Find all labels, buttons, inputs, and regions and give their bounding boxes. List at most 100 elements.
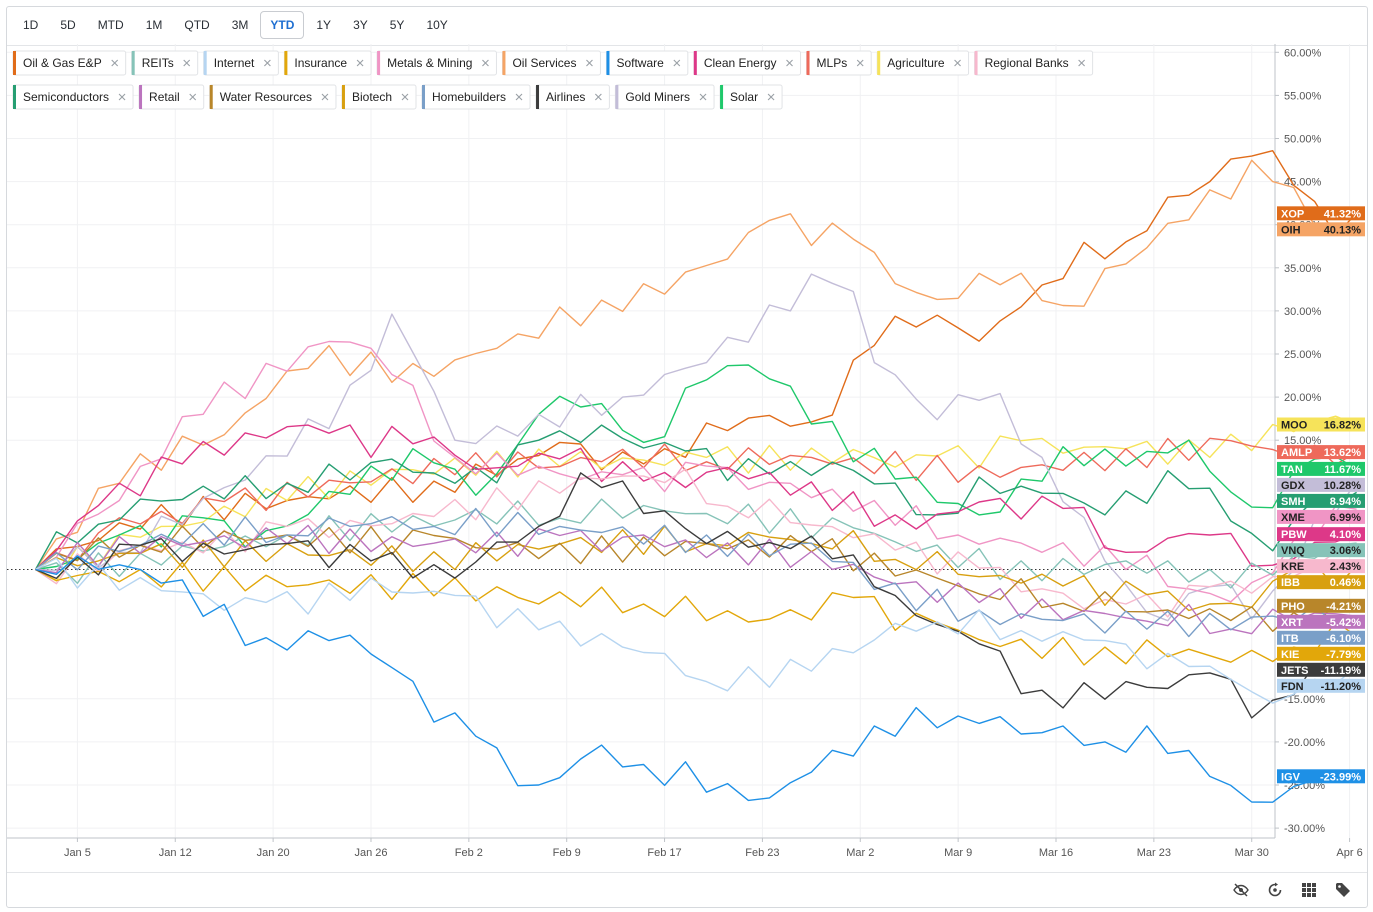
remove-icon-stroke — [786, 59, 793, 67]
series-line-moo[interactable] — [35, 415, 1357, 582]
end-label-moo: MOO 16.82% — [1277, 417, 1365, 432]
legend-chip-retail[interactable]: Retail — [138, 84, 205, 110]
end-label-pbw: PBW 4.10% — [1277, 527, 1365, 542]
legend-chip-insurance[interactable]: Insurance — [283, 50, 372, 76]
legend-chip-clean-energy[interactable]: Clean Energy — [693, 50, 802, 76]
toolbar-divider — [7, 45, 1367, 46]
legend-label: Oil Services — [512, 56, 576, 70]
series-line-gdx[interactable] — [35, 273, 1358, 622]
series-line-amlp[interactable] — [35, 437, 1357, 571]
end-label-amlp: AMLP 13.62% — [1277, 445, 1365, 460]
range-button-1m[interactable]: 1M — [145, 18, 163, 32]
remove-icon[interactable] — [786, 59, 793, 67]
legend-chip-oil-services[interactable]: Oil Services — [501, 50, 601, 76]
end-label-oih: OIH 40.13% — [1277, 222, 1365, 237]
grid-icon[interactable] — [1299, 880, 1319, 900]
legend-chip-homebuilders[interactable]: Homebuilders — [421, 84, 531, 110]
x-tick-label: Jan 20 — [257, 847, 290, 859]
series-line-ibb[interactable] — [35, 525, 1358, 612]
remove-icon[interactable] — [586, 59, 593, 67]
tag-icon[interactable] — [1333, 880, 1353, 900]
range-button-10y[interactable]: 10Y — [426, 18, 448, 32]
legend-chip-water-resources[interactable]: Water Resources — [209, 84, 337, 110]
y-tick-label: -20.00% — [1284, 737, 1325, 749]
x-tick-label: Jan 26 — [354, 847, 387, 859]
range-button-mtd[interactable]: MTD — [97, 18, 124, 32]
remove-icon[interactable] — [321, 93, 329, 101]
legend-chip-biotech[interactable]: Biotech — [341, 84, 417, 110]
remove-icon[interactable] — [263, 59, 271, 67]
legend-chip-regional-banks[interactable]: Regional Banks — [974, 50, 1094, 76]
end-label-bg — [1277, 461, 1365, 476]
series-line-fdn[interactable] — [35, 557, 1358, 704]
range-button-5y[interactable]: 5Y — [389, 18, 405, 32]
legend-chip-solar[interactable]: Solar — [719, 84, 783, 110]
series-line-itb[interactable] — [35, 507, 1357, 638]
legend-label: Solar — [730, 90, 758, 104]
legend-chip-gold-miners[interactable]: Gold Miners — [614, 84, 715, 110]
end-label-bg — [1277, 769, 1365, 784]
reset-icon[interactable] — [1265, 880, 1285, 900]
remove-icon-stroke — [594, 93, 602, 101]
series-line-pbw[interactable] — [35, 424, 1357, 571]
series-line-pho[interactable] — [35, 525, 1357, 632]
remove-icon[interactable] — [356, 59, 364, 67]
series-line-igv[interactable] — [35, 555, 1357, 803]
legend-chip-agriculture[interactable]: Agriculture — [876, 50, 970, 76]
legend-chip-metals-mining[interactable]: Metals & Mining — [376, 50, 497, 76]
remove-icon[interactable] — [856, 59, 864, 67]
remove-icon[interactable] — [111, 59, 119, 67]
series-line-kie[interactable] — [35, 561, 1358, 666]
legend-chip-reits[interactable]: REITs — [131, 50, 199, 76]
series-line-tan[interactable] — [35, 364, 1357, 571]
series-line-vnq[interactable] — [35, 498, 1357, 589]
remove-icon[interactable] — [189, 93, 197, 101]
legend-chip-mlps[interactable]: MLPs — [806, 50, 872, 76]
y-tick-label: 35.00% — [1284, 263, 1322, 275]
end-label-value: 6.99% — [1330, 512, 1361, 524]
remove-icon[interactable] — [118, 93, 126, 101]
legend-color-swatch — [13, 85, 16, 109]
end-label-kre: KRE 2.43% — [1277, 559, 1365, 574]
remove-icon[interactable] — [699, 93, 707, 101]
range-button-qtd[interactable]: QTD — [184, 18, 210, 32]
hide-icon[interactable] — [1231, 880, 1251, 900]
remove-icon[interactable] — [183, 59, 191, 67]
series-line-jets[interactable] — [35, 472, 1357, 719]
legend-chip-software[interactable]: Software — [605, 50, 689, 76]
end-label-value: -4.21% — [1326, 601, 1361, 613]
range-button-3m[interactable]: 3M — [231, 18, 249, 32]
range-button-3y[interactable]: 3Y — [353, 18, 368, 32]
range-button-1d[interactable]: 1D — [23, 18, 39, 32]
end-label-ticker: IBB — [1281, 577, 1300, 589]
legend-chip-oil-gas-e-p[interactable]: Oil & Gas E&P — [12, 50, 127, 76]
legend-chip-internet[interactable]: Internet — [203, 50, 279, 76]
remove-icon[interactable] — [482, 59, 489, 67]
series-line-smh[interactable] — [34, 424, 1357, 570]
remove-icon[interactable] — [673, 59, 681, 67]
end-label-ticker: PHO — [1281, 601, 1305, 613]
remove-icon[interactable] — [954, 59, 961, 67]
remove-icon[interactable] — [401, 93, 409, 101]
range-button-ytd[interactable]: YTD — [260, 11, 305, 39]
legend-label: Biotech — [352, 90, 392, 104]
range-button-1y[interactable]: 1Y — [316, 18, 332, 32]
x-tick-label: Mar 23 — [1137, 847, 1171, 859]
remove-icon[interactable] — [1078, 59, 1086, 67]
legend-color-swatch — [203, 51, 207, 75]
legend-label: Software — [616, 56, 664, 70]
x-tick-label: Jan 5 — [64, 847, 91, 859]
legend-chip-semiconductors[interactable]: Semiconductors — [12, 84, 134, 110]
series-line-kre[interactable] — [35, 468, 1357, 618]
series-line-oih[interactable] — [34, 159, 1357, 570]
range-button-5d[interactable]: 5D — [60, 18, 76, 32]
remove-icon[interactable] — [515, 93, 523, 101]
remove-icon[interactable] — [767, 93, 775, 101]
series-line-xop[interactable] — [35, 150, 1358, 570]
legend: Oil & Gas E&P REITs Internet Insurance Metal… — [12, 50, 1094, 110]
legend-chip-airlines[interactable]: Airlines — [535, 84, 610, 110]
series-line-xme[interactable] — [35, 340, 1357, 603]
legend-color-swatch — [341, 85, 345, 109]
remove-icon[interactable] — [594, 93, 602, 101]
end-label-bg — [1277, 417, 1365, 432]
